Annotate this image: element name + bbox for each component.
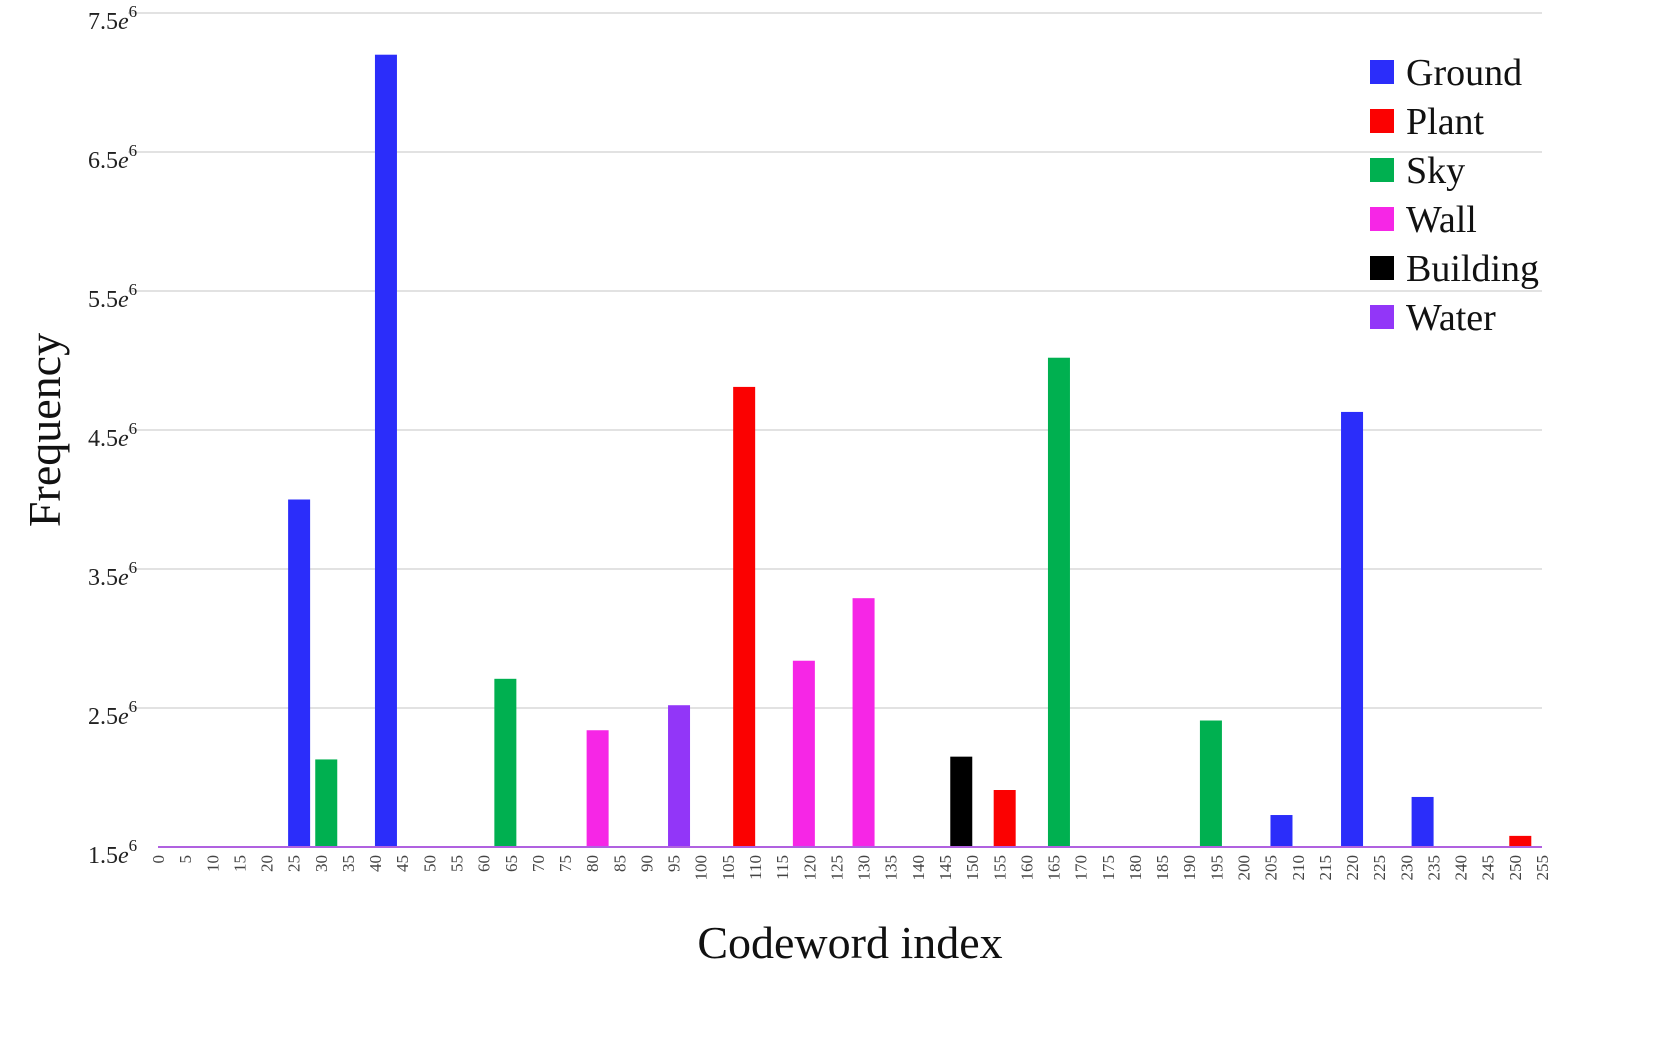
x-tick-label: 210 xyxy=(1289,855,1308,881)
bar-ground xyxy=(374,54,397,847)
x-tick-label: 5 xyxy=(176,855,195,864)
bar-sky xyxy=(315,759,338,847)
x-tick-label: 150 xyxy=(963,855,982,881)
legend-label-water: Water xyxy=(1406,297,1496,339)
bar-building xyxy=(950,756,973,847)
x-tick-label: 190 xyxy=(1180,855,1199,881)
x-tick-label: 95 xyxy=(665,855,684,872)
bar-sky xyxy=(494,678,517,847)
legend-swatch-sky xyxy=(1370,158,1394,182)
x-tick-label: 120 xyxy=(800,855,819,881)
x-tick-label: 110 xyxy=(746,855,765,880)
x-tick-label: 75 xyxy=(556,855,575,872)
bar-water xyxy=(668,705,691,847)
bar-plant xyxy=(733,386,756,847)
y-axis-title: Frequency xyxy=(19,333,70,527)
x-tick-label: 195 xyxy=(1207,855,1226,881)
legend-swatch-wall xyxy=(1370,207,1394,231)
bar-sky xyxy=(1047,357,1070,847)
y-tick-label: 1.5e6 xyxy=(88,836,137,869)
x-tick-label: 15 xyxy=(230,855,249,872)
legend-label-sky: Sky xyxy=(1406,150,1465,192)
x-axis-title: Codeword index xyxy=(697,917,1002,968)
y-axis-ticks: 1.5e6 2.5e6 3.5e6 4.5e6 5.5e6 6.5e6 7.5e6 xyxy=(88,2,137,869)
x-tick-label: 200 xyxy=(1234,855,1253,881)
legend-swatch-plant xyxy=(1370,109,1394,133)
x-tick-label: 175 xyxy=(1099,855,1118,881)
bar-plant xyxy=(993,790,1016,847)
legend-label-building: Building xyxy=(1406,248,1539,290)
x-tick-label: 170 xyxy=(1072,855,1091,881)
bar-ground xyxy=(288,499,311,847)
x-tick-label: 215 xyxy=(1316,855,1335,881)
bar-wall xyxy=(586,730,609,847)
bar-wall xyxy=(852,598,875,847)
x-tick-label: 185 xyxy=(1153,855,1172,881)
y-tick-label: 5.5e6 xyxy=(88,280,137,313)
x-tick-label: 155 xyxy=(990,855,1009,881)
x-tick-label: 45 xyxy=(393,855,412,872)
x-tick-label: 85 xyxy=(610,855,629,872)
x-tick-label: 60 xyxy=(475,855,494,872)
legend-swatch-building xyxy=(1370,256,1394,280)
x-tick-label: 25 xyxy=(285,855,304,872)
x-tick-label: 65 xyxy=(502,855,521,872)
bars xyxy=(288,54,1532,847)
y-tick-label: 6.5e6 xyxy=(88,141,137,174)
x-tick-label: 225 xyxy=(1370,855,1389,881)
bar-ground xyxy=(1341,411,1364,847)
x-tick-label: 0 xyxy=(149,855,168,864)
x-tick-label: 30 xyxy=(312,855,331,872)
x-tick-label: 145 xyxy=(936,855,955,881)
x-tick-label: 240 xyxy=(1452,855,1471,881)
y-tick-label: 3.5e6 xyxy=(88,558,137,591)
legend-swatch-water xyxy=(1370,305,1394,329)
x-tick-label: 115 xyxy=(773,855,792,880)
legend-label-ground: Ground xyxy=(1406,52,1522,94)
x-axis-ticks: 0 5 10 15 20 25 30 35 40 45 50 55 60 65 70 75 80 85 90 95 10… xyxy=(149,855,1552,881)
x-tick-label: 255 xyxy=(1533,855,1552,881)
x-tick-label: 180 xyxy=(1126,855,1145,881)
x-tick-label: 100 xyxy=(692,855,711,881)
y-tick-label: 2.5e6 xyxy=(88,697,137,730)
legend: Ground Plant Sky Wall Building Water xyxy=(1370,52,1539,339)
x-tick-label: 165 xyxy=(1045,855,1064,881)
bar-ground xyxy=(1270,815,1293,847)
x-tick-label: 235 xyxy=(1424,855,1443,881)
x-tick-label: 160 xyxy=(1017,855,1036,881)
y-tick-label: 7.5e6 xyxy=(88,2,137,35)
bar-ground xyxy=(1411,796,1434,847)
x-tick-label: 20 xyxy=(258,855,277,872)
x-tick-label: 70 xyxy=(529,855,548,872)
grid-lines xyxy=(128,12,1542,709)
legend-label-wall: Wall xyxy=(1406,199,1477,241)
x-tick-label: 125 xyxy=(827,855,846,881)
x-tick-label: 220 xyxy=(1343,855,1362,881)
x-tick-label: 135 xyxy=(882,855,901,881)
x-tick-label: 105 xyxy=(719,855,738,881)
x-tick-label: 245 xyxy=(1479,855,1498,881)
x-tick-label: 35 xyxy=(339,855,358,872)
x-tick-label: 130 xyxy=(855,855,874,881)
x-tick-label: 205 xyxy=(1262,855,1281,881)
x-tick-label: 90 xyxy=(637,855,656,872)
legend-label-plant: Plant xyxy=(1406,101,1485,143)
x-tick-label: 140 xyxy=(909,855,928,881)
x-tick-label: 40 xyxy=(366,855,385,872)
legend-swatch-ground xyxy=(1370,60,1394,84)
x-tick-label: 55 xyxy=(448,855,467,872)
x-tick-label: 10 xyxy=(203,855,222,872)
x-tick-label: 80 xyxy=(583,855,602,872)
x-tick-label: 250 xyxy=(1506,855,1525,881)
y-tick-label: 4.5e6 xyxy=(88,419,137,452)
x-tick-label: 230 xyxy=(1397,855,1416,881)
x-tick-label: 50 xyxy=(420,855,439,872)
bar-plant xyxy=(1509,835,1532,847)
bar-wall xyxy=(792,660,815,847)
bar-sky xyxy=(1199,720,1222,847)
